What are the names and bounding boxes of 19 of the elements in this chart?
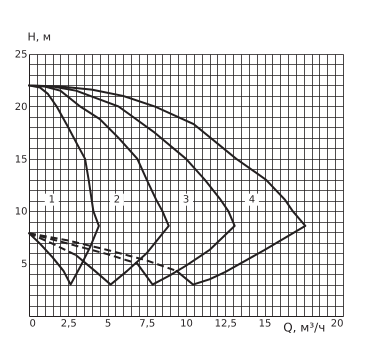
y-tick-label: 20 xyxy=(14,102,28,113)
annotation: 4 xyxy=(248,194,256,206)
y-tick-label: 15 xyxy=(14,154,28,166)
x-tick-label: 10 xyxy=(180,318,193,330)
annotation: 2 xyxy=(114,194,120,206)
annotation: 1 xyxy=(48,194,55,206)
x-tick-label: 5 xyxy=(104,318,112,330)
x-axis-title: Q, м³/ч xyxy=(283,320,326,334)
x-tick-label: 0 xyxy=(30,318,36,330)
x-tick-label: 2,5 xyxy=(60,318,77,330)
y-tick-label: 25 xyxy=(14,50,28,60)
x-tick-label: 20 xyxy=(330,318,344,330)
x-tick-label: 12,5 xyxy=(214,318,237,330)
x-tick-label: 15 xyxy=(258,318,272,330)
annotation: 3 xyxy=(182,194,190,206)
y-axis-title: H, м xyxy=(28,30,52,44)
x-tick-label: 7,5 xyxy=(139,318,156,330)
y-tick-label: 10 xyxy=(14,206,28,218)
y-tick-label: 5 xyxy=(21,259,28,270)
